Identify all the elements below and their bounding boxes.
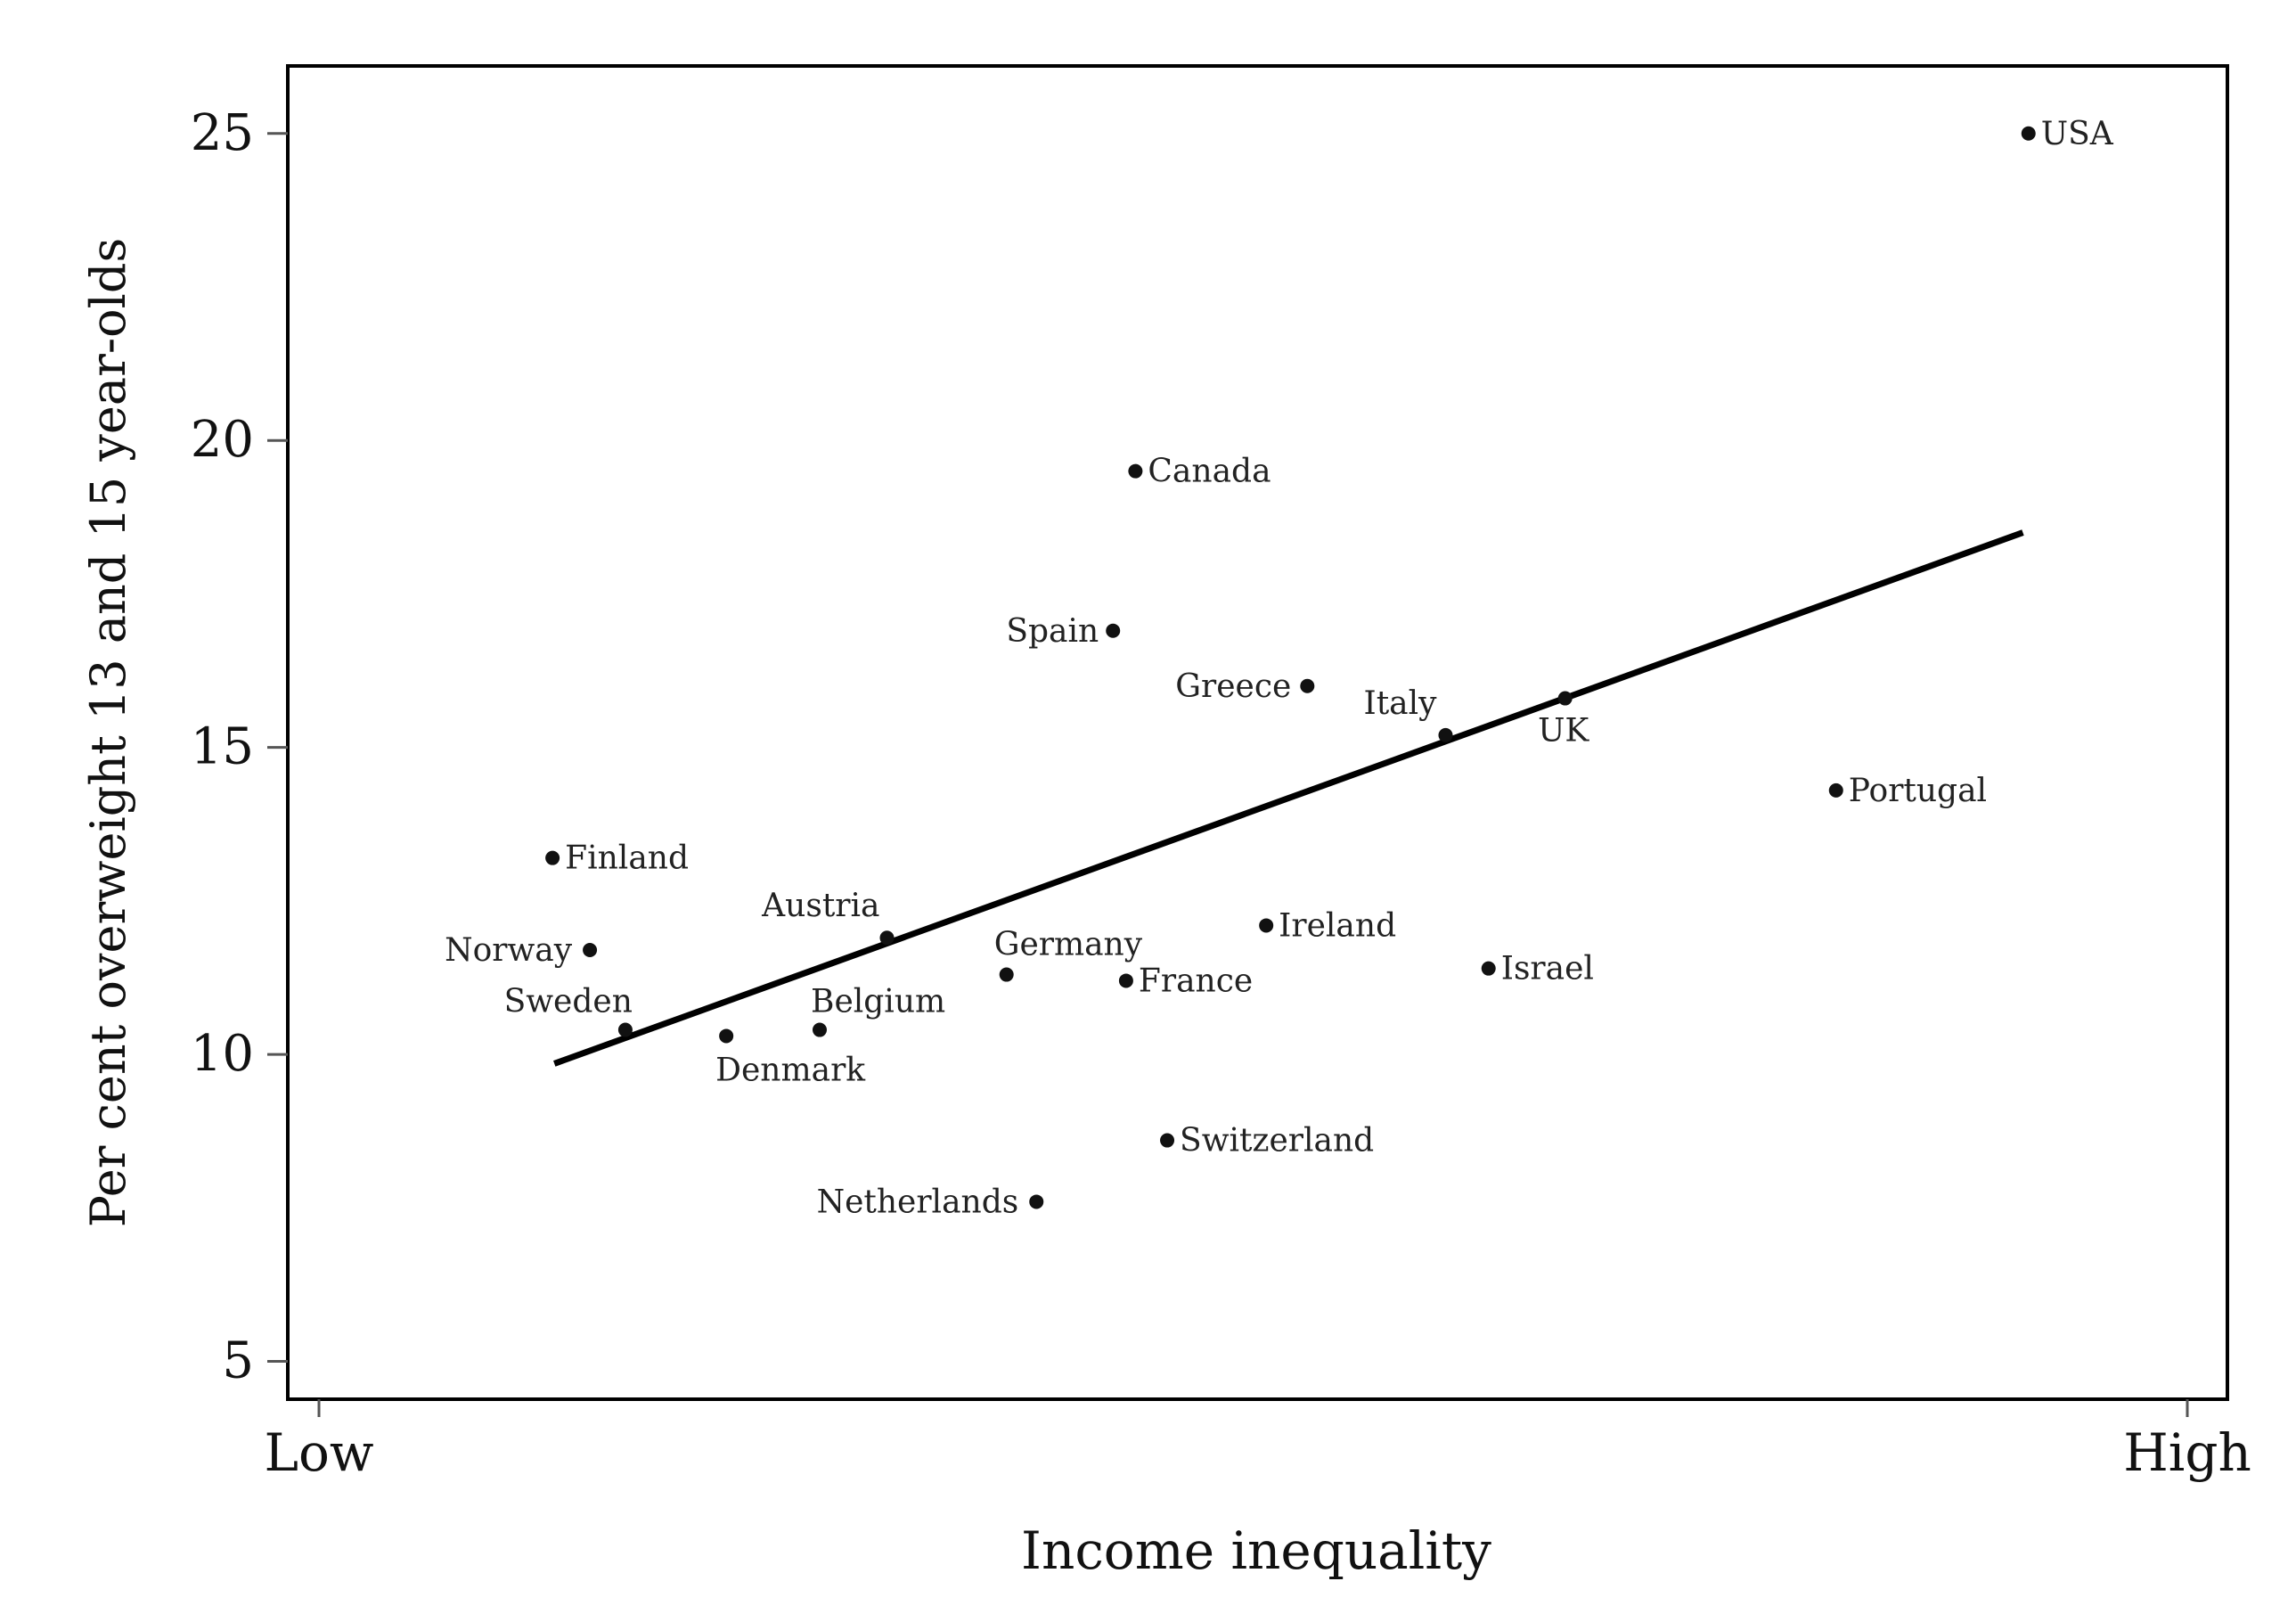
data-point-usa	[2021, 126, 2036, 141]
point-label-belgium: Belgium	[811, 984, 945, 1020]
data-point-ireland	[1259, 918, 1274, 933]
y-axis-label: Per cent overweight 13 and 15 year-olds	[80, 238, 136, 1227]
point-label-portugal: Portugal	[1849, 773, 1987, 809]
point-label-italy: Italy	[1363, 685, 1437, 722]
point-label-norway: Norway	[445, 932, 573, 969]
y-tick-label: 15	[191, 718, 254, 776]
data-point-switzerland	[1160, 1133, 1175, 1148]
data-point-norway	[583, 943, 598, 957]
trend-line-group	[553, 529, 2024, 1067]
point-label-netherlands: Netherlands	[817, 1184, 1019, 1220]
data-point-sweden	[617, 1022, 633, 1037]
point-label-denmark: Denmark	[715, 1052, 866, 1088]
point-label-ireland: Ireland	[1279, 907, 1396, 944]
point-label-canada: Canada	[1148, 454, 1271, 490]
point-label-usa: USA	[2041, 116, 2114, 152]
data-point-france	[1118, 973, 1133, 988]
y-tick-label: 25	[191, 104, 254, 162]
x-axis: Low High	[264, 1399, 2251, 1483]
data-point-canada	[1128, 463, 1143, 479]
point-label-germany: Germany	[994, 927, 1143, 963]
point-label-greece: Greece	[1175, 668, 1291, 705]
x-axis-label: Income inequality	[1021, 1520, 1491, 1581]
x-tick-label-high: High	[2123, 1422, 2251, 1483]
trend-line	[553, 529, 2024, 1067]
point-label-austria: Austria	[761, 888, 879, 924]
data-point-portugal	[1828, 782, 1843, 798]
point-label-switzerland: Switzerland	[1180, 1123, 1374, 1159]
y-tick-label: 5	[222, 1332, 254, 1390]
data-point-netherlands	[1029, 1194, 1044, 1209]
data-point-finland	[545, 850, 560, 865]
point-label-sweden: Sweden	[504, 984, 633, 1020]
data-point-greece	[1300, 678, 1315, 693]
point-label-israel: Israel	[1501, 951, 1594, 987]
point-label-uk: UK	[1538, 713, 1589, 750]
data-point-germany	[999, 967, 1014, 982]
point-label-france: France	[1139, 963, 1253, 999]
data-point-denmark	[719, 1028, 734, 1044]
plot-frame	[286, 64, 2229, 1401]
point-label-finland: Finland	[565, 840, 689, 877]
data-point-israel	[1481, 961, 1496, 976]
point-label-spain: Spain	[1006, 613, 1099, 650]
data-point-austria	[879, 930, 895, 946]
y-tick-label: 20	[191, 411, 254, 469]
data-point-uk	[1557, 691, 1573, 706]
data-points: USA Canada Spain Greece Italy UK Portugal Finla…	[445, 116, 2114, 1221]
data-point-spain	[1106, 623, 1121, 638]
y-axis: 5 10 15 20 25	[191, 104, 288, 1390]
x-tick-label-low: Low	[264, 1422, 373, 1483]
data-point-belgium	[812, 1022, 827, 1037]
y-tick-label: 10	[191, 1025, 254, 1083]
data-point-italy	[1438, 727, 1453, 742]
